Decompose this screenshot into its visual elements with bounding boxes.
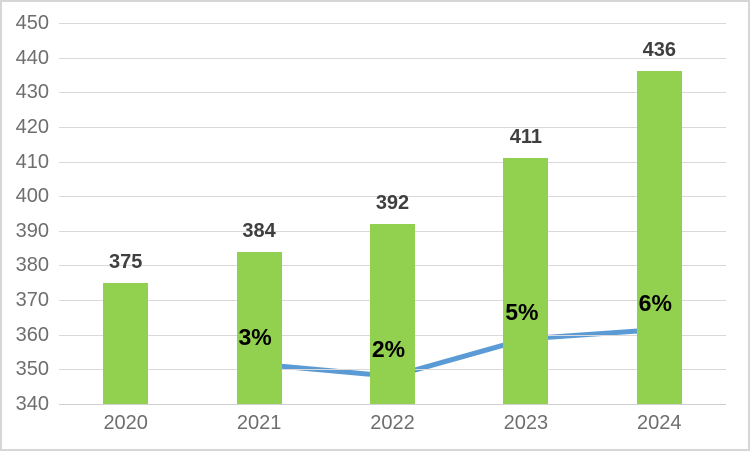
bar-2023: [503, 158, 549, 404]
gridline: [59, 92, 726, 93]
x-tick-label: 2020: [103, 412, 148, 434]
bar-value-label: 436: [642, 39, 676, 62]
growth-line: [256, 327, 662, 379]
x-tick-label: 2023: [503, 412, 549, 434]
gridline: [59, 196, 726, 197]
x-tick-label: 2022: [370, 412, 415, 434]
gridline: [59, 58, 726, 59]
bar-value-label: 392: [375, 191, 410, 214]
y-tick-label: 340: [15, 393, 49, 415]
x-axis-line: [59, 404, 726, 405]
x-tick-label: 2021: [236, 412, 282, 434]
bar-value-label: 384: [242, 219, 276, 242]
bar-value-label: 411: [509, 126, 543, 149]
y-tick-label: 440: [15, 47, 49, 69]
y-tick-label: 400: [15, 185, 49, 207]
y-tick-label: 450: [15, 12, 49, 34]
y-tick-label: 420: [15, 116, 49, 138]
y-tick-label: 380: [15, 254, 49, 276]
bar-2020: [103, 282, 149, 404]
bar-value-label: 375: [109, 250, 143, 273]
gridline: [59, 162, 726, 163]
gridline: [59, 23, 726, 24]
y-tick-label: 430: [15, 81, 49, 103]
y-tick-label: 410: [15, 151, 49, 173]
y-tick-label: 390: [15, 220, 49, 242]
y-tick-label: 350: [15, 358, 49, 380]
bar-2022: [370, 223, 415, 404]
x-tick-label: 2024: [637, 412, 682, 434]
line-point-label: 3%: [238, 324, 272, 351]
line-point-label: 5%: [505, 298, 539, 325]
y-tick-label: 370: [15, 289, 49, 311]
line-point-label: 6%: [638, 289, 672, 316]
gridline: [59, 127, 726, 128]
bar-2021: [236, 251, 282, 404]
line-point-label: 2%: [371, 336, 406, 363]
y-tick-label: 360: [15, 324, 49, 346]
bar-2024: [636, 71, 682, 404]
